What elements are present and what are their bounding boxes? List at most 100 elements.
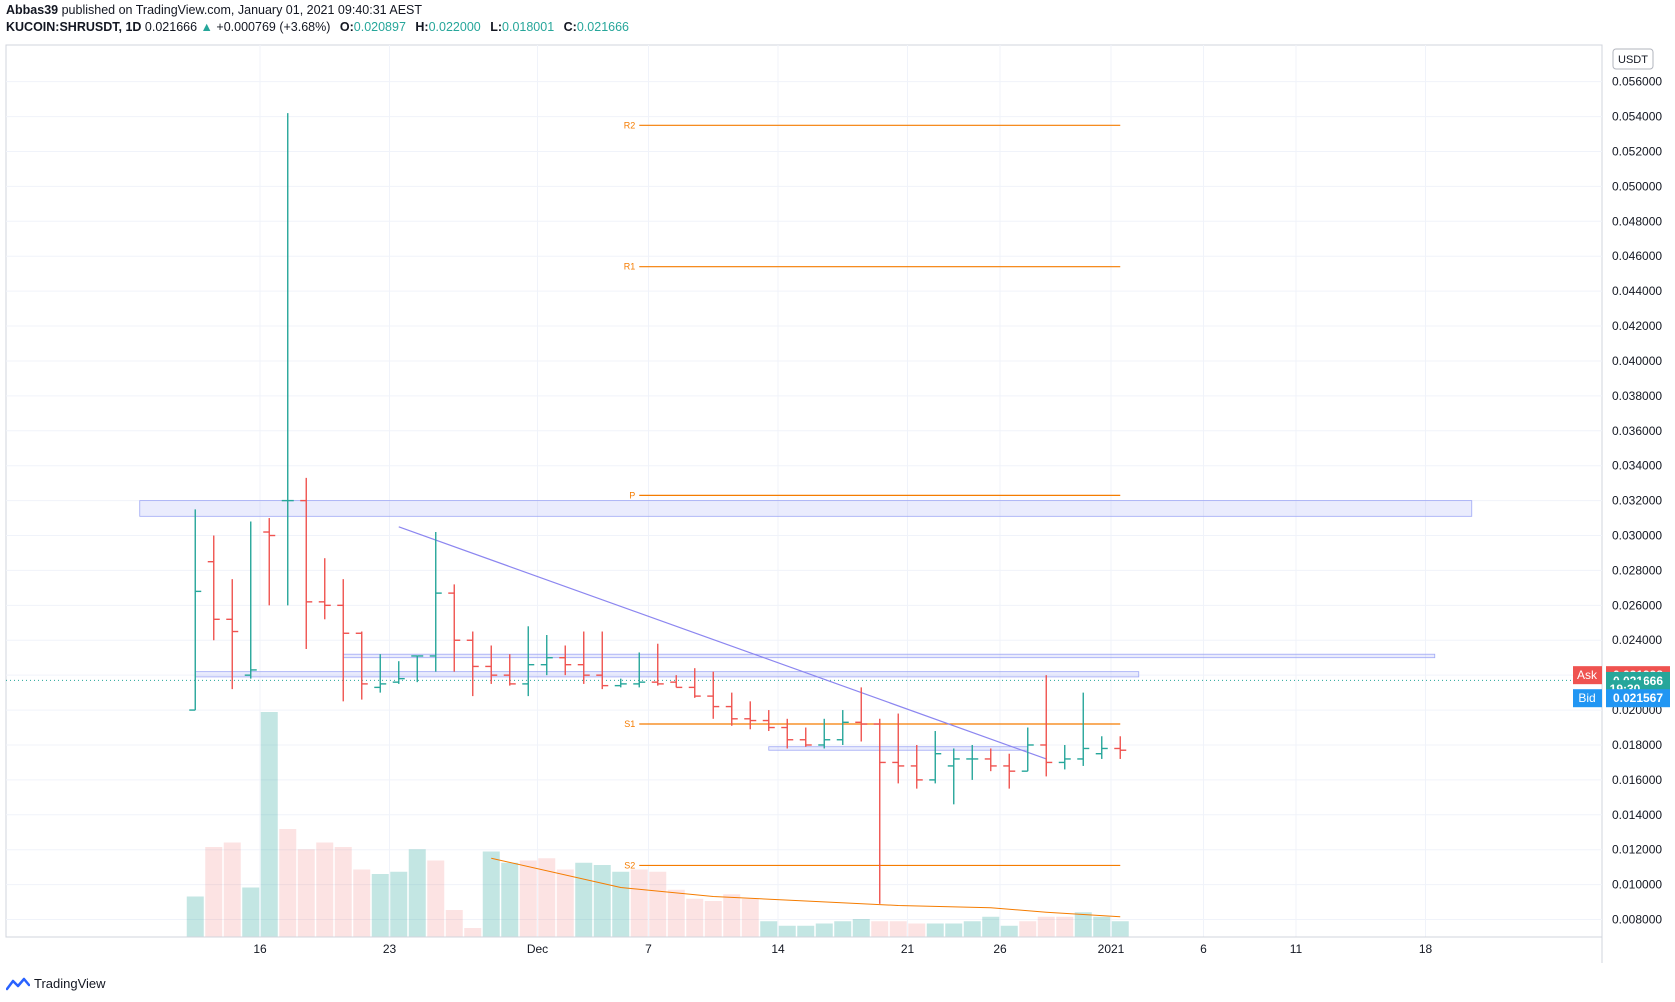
volume-bar	[519, 860, 537, 937]
ohlc-bar	[207, 535, 220, 641]
ohlc-bar	[707, 671, 720, 719]
trend-line	[398, 526, 1047, 760]
open-key: O:	[339, 20, 354, 34]
volume-bar	[630, 869, 648, 937]
price-tick-label: 0.016000	[1612, 773, 1662, 787]
ohlc-bar	[485, 645, 498, 684]
ohlc-bar	[633, 652, 646, 688]
ohlc-bar	[614, 678, 627, 688]
pivot-label: S2	[624, 860, 635, 870]
ohlc-bar	[318, 558, 331, 620]
volume-bar	[760, 921, 778, 937]
ohlc-bar	[392, 661, 405, 684]
volume-bar	[593, 865, 611, 937]
high-value: 0.022000	[428, 20, 481, 34]
volume-bar	[1019, 921, 1037, 937]
price-tick-label: 0.010000	[1612, 878, 1662, 892]
volume-bar	[575, 862, 593, 937]
volume-bar	[667, 889, 685, 937]
ohlc-bar	[910, 744, 923, 789]
ohlc-bar	[725, 692, 738, 726]
ohlc-bar	[818, 718, 831, 749]
volume-bar	[1000, 925, 1018, 937]
high-key: H:	[415, 20, 429, 34]
ohlc-bar	[873, 718, 886, 904]
volume-bar	[501, 862, 519, 937]
volume-bar	[223, 842, 241, 937]
volume-bar	[852, 919, 870, 937]
ohlc-bar	[1040, 675, 1053, 777]
ohlc-bar	[892, 713, 905, 784]
currency-badge[interactable]: USDT	[1612, 48, 1654, 70]
volume-bar	[926, 923, 944, 937]
ohlc-bar	[799, 727, 812, 747]
volume-bar	[889, 921, 907, 937]
volume-bar	[390, 871, 408, 937]
price-tick-label: 0.024000	[1612, 633, 1662, 647]
ohlc-bar	[189, 509, 202, 711]
price-tick-label: 0.028000	[1612, 563, 1662, 577]
tradingview-footer[interactable]: TradingView	[6, 976, 106, 991]
author-name[interactable]: Abbas39	[6, 3, 59, 17]
ohlc-bar	[244, 521, 257, 679]
time-axis[interactable]: 16 23 Dec 7 14 21 26 2021 6 11 18	[6, 936, 1602, 956]
volume-bar	[778, 925, 796, 937]
low-value: 0.018001	[502, 20, 555, 34]
volume-bar	[371, 874, 389, 937]
ohlc-bar	[688, 668, 701, 698]
pivot-label: R2	[624, 120, 636, 130]
volume-bar	[445, 910, 463, 937]
volume-bar	[538, 858, 556, 937]
support-resistance-zone	[342, 653, 1436, 659]
close-value: 0.021666	[576, 20, 629, 34]
grid-lines	[6, 45, 1602, 937]
ohlc-bar	[263, 518, 276, 606]
ohlc-bar	[855, 687, 868, 742]
price-tick-label: 0.030000	[1612, 529, 1662, 543]
volume-bar	[186, 896, 204, 937]
close-key: C:	[563, 20, 577, 34]
ohlc-bar	[1114, 736, 1127, 759]
volume-ma-line	[491, 857, 1121, 918]
volume-bar	[482, 851, 500, 937]
volume-bar	[649, 871, 667, 937]
ohlc-bar	[466, 631, 479, 697]
pivot-label: R1	[624, 262, 636, 272]
ohlc-bar	[429, 532, 442, 672]
pivot-label: P	[629, 490, 635, 500]
ohlc-bar	[540, 635, 553, 676]
volume-bar	[741, 898, 759, 937]
price-axis[interactable]: 0.008000 0.010000 0.012000 0.014000 0.016000…	[1612, 75, 1662, 927]
volume-bar	[353, 869, 371, 937]
volume-bar	[556, 869, 574, 937]
volume-bar	[1074, 912, 1092, 937]
ohlc-bar	[781, 718, 794, 749]
ohlc-bar	[300, 477, 313, 649]
time-tick-label: 14	[771, 942, 785, 956]
ohlc-bar	[577, 631, 590, 684]
brand-name: TradingView	[34, 976, 106, 991]
price-tick-label: 0.008000	[1612, 913, 1662, 927]
ohlc-bar	[836, 710, 849, 745]
ohlc-bar	[503, 654, 516, 686]
ohlc-bar	[929, 731, 942, 784]
time-tick-label: 26	[993, 942, 1007, 956]
volume-bar	[260, 712, 278, 937]
volume-bar	[686, 898, 704, 937]
pivot-label: S1	[624, 719, 635, 729]
ohlc-bar	[651, 643, 664, 686]
ohlc-bar	[947, 748, 960, 805]
tradingview-logo-icon	[6, 977, 30, 990]
price-tick-label: 0.048000	[1612, 214, 1662, 228]
publisher-line: Abbas39 published on TradingView.com, Ja…	[6, 3, 422, 17]
price-tick-label: 0.032000	[1612, 494, 1662, 508]
volume-bar	[612, 871, 630, 937]
ohlc-bar	[355, 631, 368, 700]
price-tick-label: 0.034000	[1612, 459, 1662, 473]
ohlc-bar	[596, 631, 609, 690]
trend-layer	[398, 526, 1047, 760]
volume-bar	[945, 923, 963, 937]
symbol-label[interactable]: KUCOIN:SHRUSDT, 1D	[6, 20, 142, 34]
